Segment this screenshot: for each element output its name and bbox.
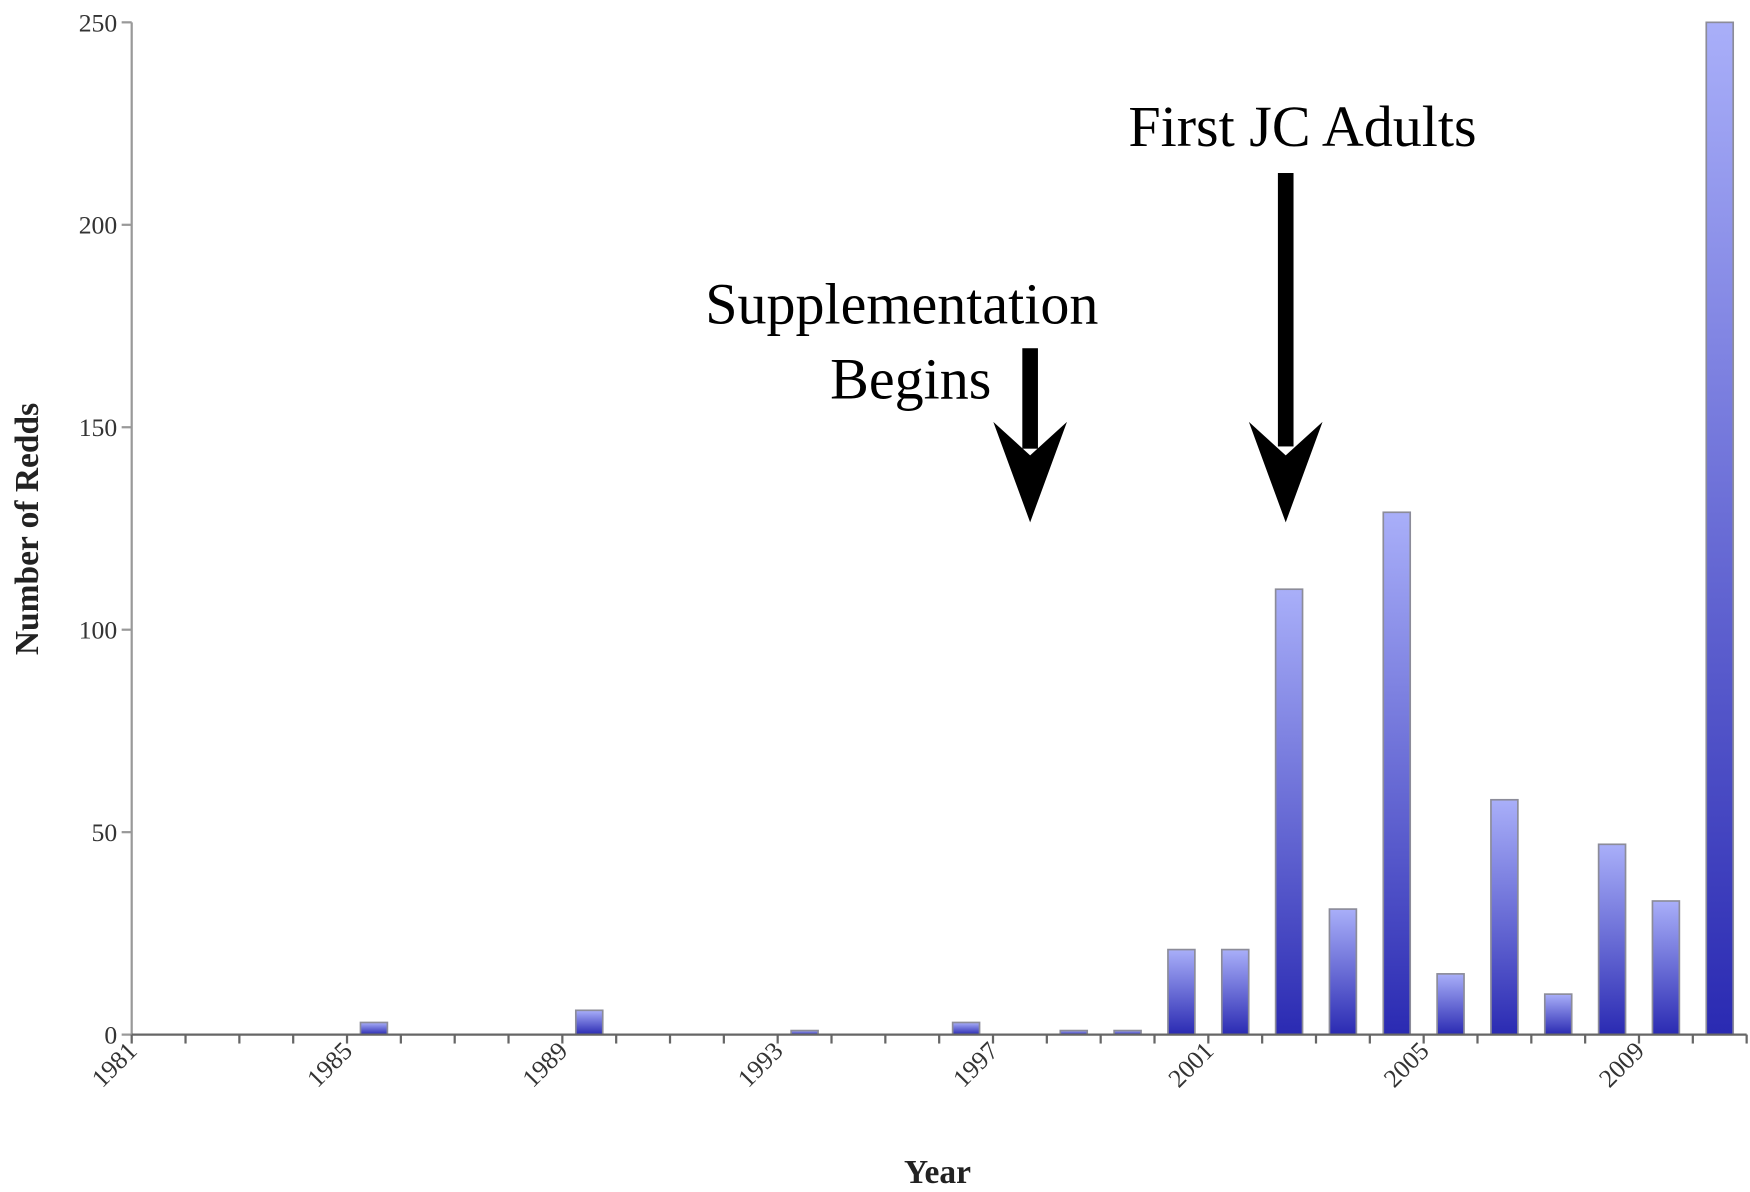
- bar: [1490, 798, 1519, 1036]
- bar: [574, 1009, 604, 1036]
- x-tick-label: 1985: [301, 1036, 358, 1093]
- y-tick-label: 200: [79, 211, 117, 240]
- bar: [1543, 993, 1573, 1036]
- x-tick-label: 2005: [1378, 1036, 1435, 1093]
- bar: [1597, 843, 1627, 1036]
- y-axis-title: Number of Redds: [9, 403, 46, 655]
- y-tick-label: 150: [79, 413, 117, 442]
- annotation-line: First JC Adults: [1128, 94, 1476, 159]
- y-tick-label: 0: [104, 1021, 117, 1050]
- arrow: [993, 348, 1067, 523]
- bar: [1274, 588, 1304, 1036]
- y-tick-label: 100: [79, 616, 117, 645]
- bar: [951, 1021, 981, 1036]
- y-tick-label: 250: [79, 8, 117, 37]
- plot-area: [359, 21, 1735, 1036]
- x-tick-label: 1993: [732, 1036, 789, 1093]
- y-tick-label: 50: [92, 818, 118, 847]
- x-tick-label: 2001: [1162, 1036, 1219, 1093]
- x-tick-label: 2009: [1593, 1036, 1650, 1093]
- x-tick-label: 1981: [86, 1036, 143, 1093]
- bar: [1382, 511, 1412, 1036]
- bar: [1436, 973, 1465, 1036]
- annotation-line: Begins: [830, 346, 991, 411]
- arrow: [1248, 173, 1323, 523]
- bar: [359, 1021, 389, 1036]
- bar: [1705, 21, 1735, 1036]
- bar: [1167, 948, 1196, 1036]
- bar: [1328, 908, 1358, 1036]
- annotation-line: Supplementation: [705, 272, 1098, 337]
- x-axis-title: Year: [904, 1154, 971, 1191]
- bar: [1651, 900, 1681, 1036]
- x-tick-label: 1989: [517, 1036, 574, 1093]
- bar: [1220, 948, 1250, 1036]
- x-tick-label: 1997: [947, 1036, 1004, 1093]
